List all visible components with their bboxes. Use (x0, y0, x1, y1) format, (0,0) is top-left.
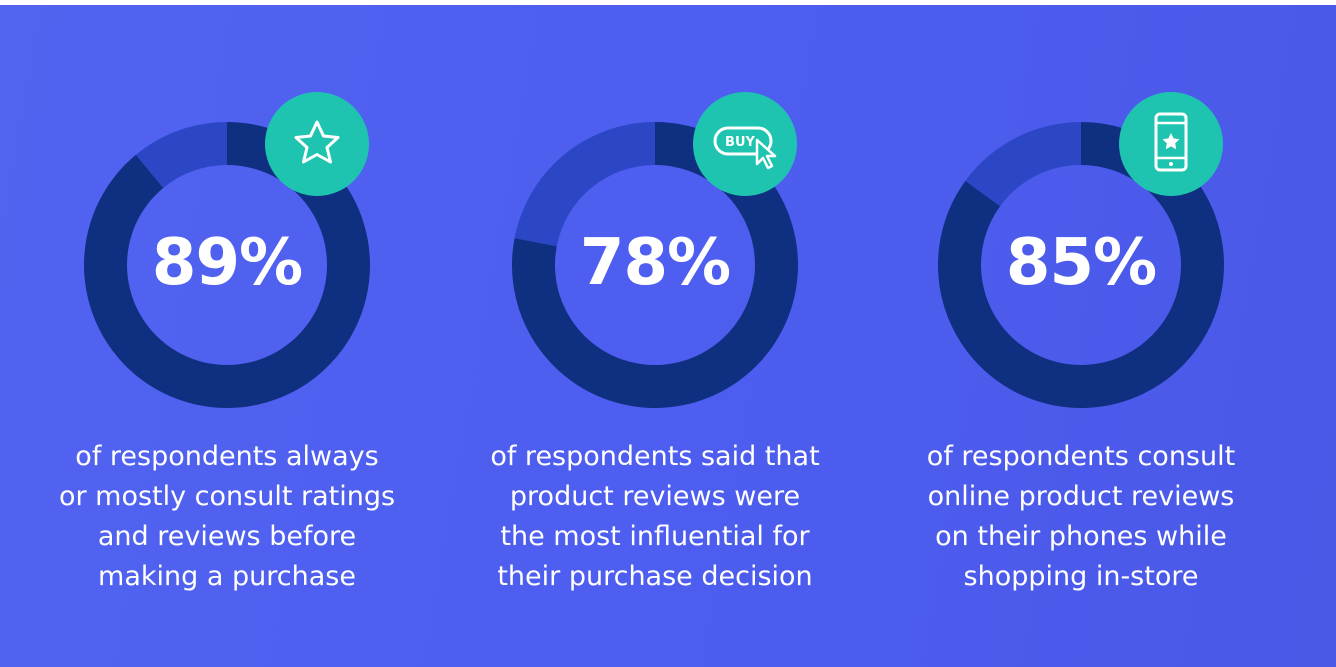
stat-card-2: 78% BUY of respondents said that product… (445, 5, 865, 667)
stat-caption: of respondents said that product reviews… (465, 437, 845, 597)
stat-percentage: 78% (579, 226, 731, 300)
buy-label: BUY (725, 135, 755, 150)
donut-segment-value (83, 122, 370, 408)
star-badge (265, 92, 369, 196)
caption-line: online product reviews (927, 481, 1235, 512)
stat-percentage: 85% (1005, 226, 1157, 300)
caption-line: of respondents always (75, 441, 379, 472)
caption-line: making a purchase (98, 561, 356, 592)
buy-cursor-icon: BUY (713, 126, 777, 170)
stat-caption: of respondents consult online product re… (891, 437, 1271, 597)
caption-line: of respondents said that (490, 441, 820, 472)
phone-star-icon (1154, 112, 1188, 172)
donut-chart-1 (83, 122, 370, 408)
donut-segment-value (512, 122, 798, 409)
buy-badge: BUY (693, 92, 797, 196)
donut-chart-3 (938, 122, 1224, 408)
caption-line: shopping in-store (963, 561, 1199, 592)
stat-card-3: 85% of respondents consult online produc… (871, 5, 1291, 667)
donut-segment-remainder (135, 122, 227, 188)
caption-line: and reviews before (97, 521, 357, 552)
stat-caption: of respondents always or mostly consult … (37, 437, 417, 597)
stat-card-1: 89% of respondents always or mostly cons… (17, 5, 437, 667)
donut-segment-value (938, 122, 1224, 408)
caption-line: or mostly consult ratings (58, 481, 396, 512)
caption-line: the most influential for (500, 521, 810, 552)
stat-percentage: 89% (151, 226, 303, 300)
donut-segment-remainder (965, 122, 1081, 207)
caption-line: their purchase decision (497, 561, 813, 592)
caption-line: of respondents consult (926, 441, 1236, 472)
donut-segment-remainder (514, 122, 655, 247)
star-icon (294, 120, 340, 164)
donut-chart-2 (512, 122, 798, 409)
caption-line: product reviews were (509, 481, 801, 512)
phone-badge (1119, 92, 1223, 196)
infographic-panel: 89% of respondents always or mostly cons… (0, 5, 1336, 667)
caption-line: on their phones while (935, 521, 1227, 552)
